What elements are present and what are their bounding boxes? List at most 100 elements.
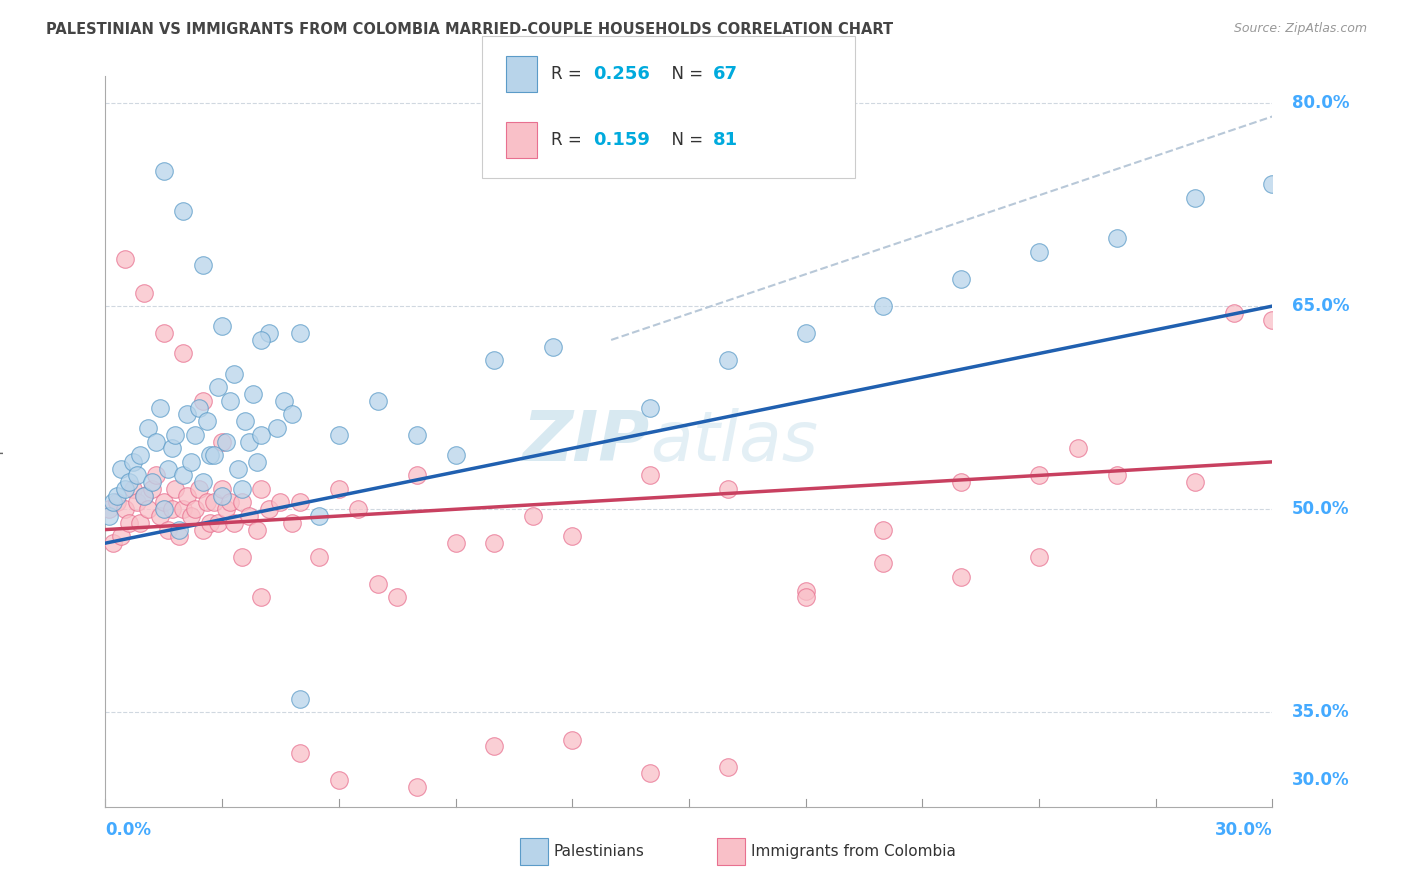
Point xyxy=(184,502,207,516)
Point xyxy=(794,326,817,341)
Point xyxy=(134,489,156,503)
Point xyxy=(149,401,172,415)
Point xyxy=(195,414,218,428)
Point xyxy=(950,272,973,286)
Point xyxy=(136,421,159,435)
Point xyxy=(347,502,370,516)
Point xyxy=(202,448,225,462)
Point xyxy=(405,468,427,483)
Point xyxy=(1028,549,1050,564)
Point xyxy=(328,773,350,788)
Text: R =: R = xyxy=(551,65,588,83)
Point xyxy=(238,509,260,524)
Point xyxy=(222,516,245,530)
Point xyxy=(145,434,167,449)
Text: N =: N = xyxy=(661,131,709,149)
Point xyxy=(191,393,214,408)
Point xyxy=(172,346,194,360)
Point xyxy=(136,502,159,516)
Point xyxy=(156,461,179,475)
Point xyxy=(191,475,214,490)
Point xyxy=(211,434,233,449)
Point xyxy=(191,523,214,537)
Point xyxy=(717,353,740,368)
Point xyxy=(385,591,409,605)
Point xyxy=(176,408,198,422)
Point xyxy=(114,502,136,516)
Point xyxy=(207,380,229,394)
Point xyxy=(250,482,273,496)
Text: 0.256: 0.256 xyxy=(593,65,650,83)
Point xyxy=(195,495,218,509)
Point xyxy=(125,495,148,509)
Point xyxy=(172,204,194,219)
Point xyxy=(484,536,506,550)
Point xyxy=(184,427,207,442)
Point xyxy=(717,482,740,496)
Point xyxy=(367,576,389,591)
Point xyxy=(141,475,163,490)
Point xyxy=(103,536,125,550)
Point xyxy=(561,529,583,543)
Point xyxy=(110,461,132,475)
Point xyxy=(541,340,564,354)
Point xyxy=(176,489,198,503)
Point xyxy=(328,427,350,442)
Point xyxy=(200,448,222,462)
Text: 50.0%: 50.0% xyxy=(1292,500,1350,518)
Point xyxy=(950,570,973,584)
Text: 30.0%: 30.0% xyxy=(1292,772,1350,789)
Point xyxy=(125,468,148,483)
Point xyxy=(105,495,128,509)
Point xyxy=(405,427,427,442)
Point xyxy=(308,509,330,524)
Point xyxy=(103,495,125,509)
Point xyxy=(149,509,172,524)
Point xyxy=(134,285,156,300)
Point xyxy=(1261,312,1284,326)
Text: N =: N = xyxy=(661,65,709,83)
Point xyxy=(187,401,209,415)
Point xyxy=(211,489,233,503)
Point xyxy=(288,746,311,760)
Text: Palestinians: Palestinians xyxy=(554,845,645,859)
Point xyxy=(246,523,269,537)
Point xyxy=(1105,468,1128,483)
Point xyxy=(872,299,894,313)
Point xyxy=(169,529,191,543)
Point xyxy=(141,482,163,496)
Point xyxy=(950,475,973,490)
Point xyxy=(156,523,179,537)
Point xyxy=(257,326,280,341)
Point xyxy=(288,692,311,706)
Text: 65.0%: 65.0% xyxy=(1292,297,1350,315)
Point xyxy=(169,523,191,537)
Point xyxy=(328,482,350,496)
Point xyxy=(367,393,389,408)
Text: PALESTINIAN VS IMMIGRANTS FROM COLOMBIA MARRIED-COUPLE HOUSEHOLDS CORRELATION CH: PALESTINIAN VS IMMIGRANTS FROM COLOMBIA … xyxy=(46,22,894,37)
Point xyxy=(522,509,544,524)
Text: ZIP: ZIP xyxy=(523,408,650,475)
Point xyxy=(794,583,817,598)
Point xyxy=(250,591,273,605)
Point xyxy=(219,495,242,509)
Point xyxy=(172,502,194,516)
Point xyxy=(153,495,174,509)
Point xyxy=(211,319,233,334)
Point xyxy=(165,482,187,496)
Point xyxy=(187,482,209,496)
Point xyxy=(231,482,253,496)
Point xyxy=(153,163,174,178)
Point xyxy=(1067,442,1090,456)
Point xyxy=(405,780,427,794)
Point xyxy=(134,489,156,503)
Point xyxy=(484,353,506,368)
Point xyxy=(1184,191,1206,205)
Point xyxy=(638,401,661,415)
Point xyxy=(281,408,304,422)
Point xyxy=(110,529,132,543)
Point xyxy=(160,442,183,456)
Point xyxy=(129,516,152,530)
Point xyxy=(638,468,661,483)
Point xyxy=(160,502,183,516)
